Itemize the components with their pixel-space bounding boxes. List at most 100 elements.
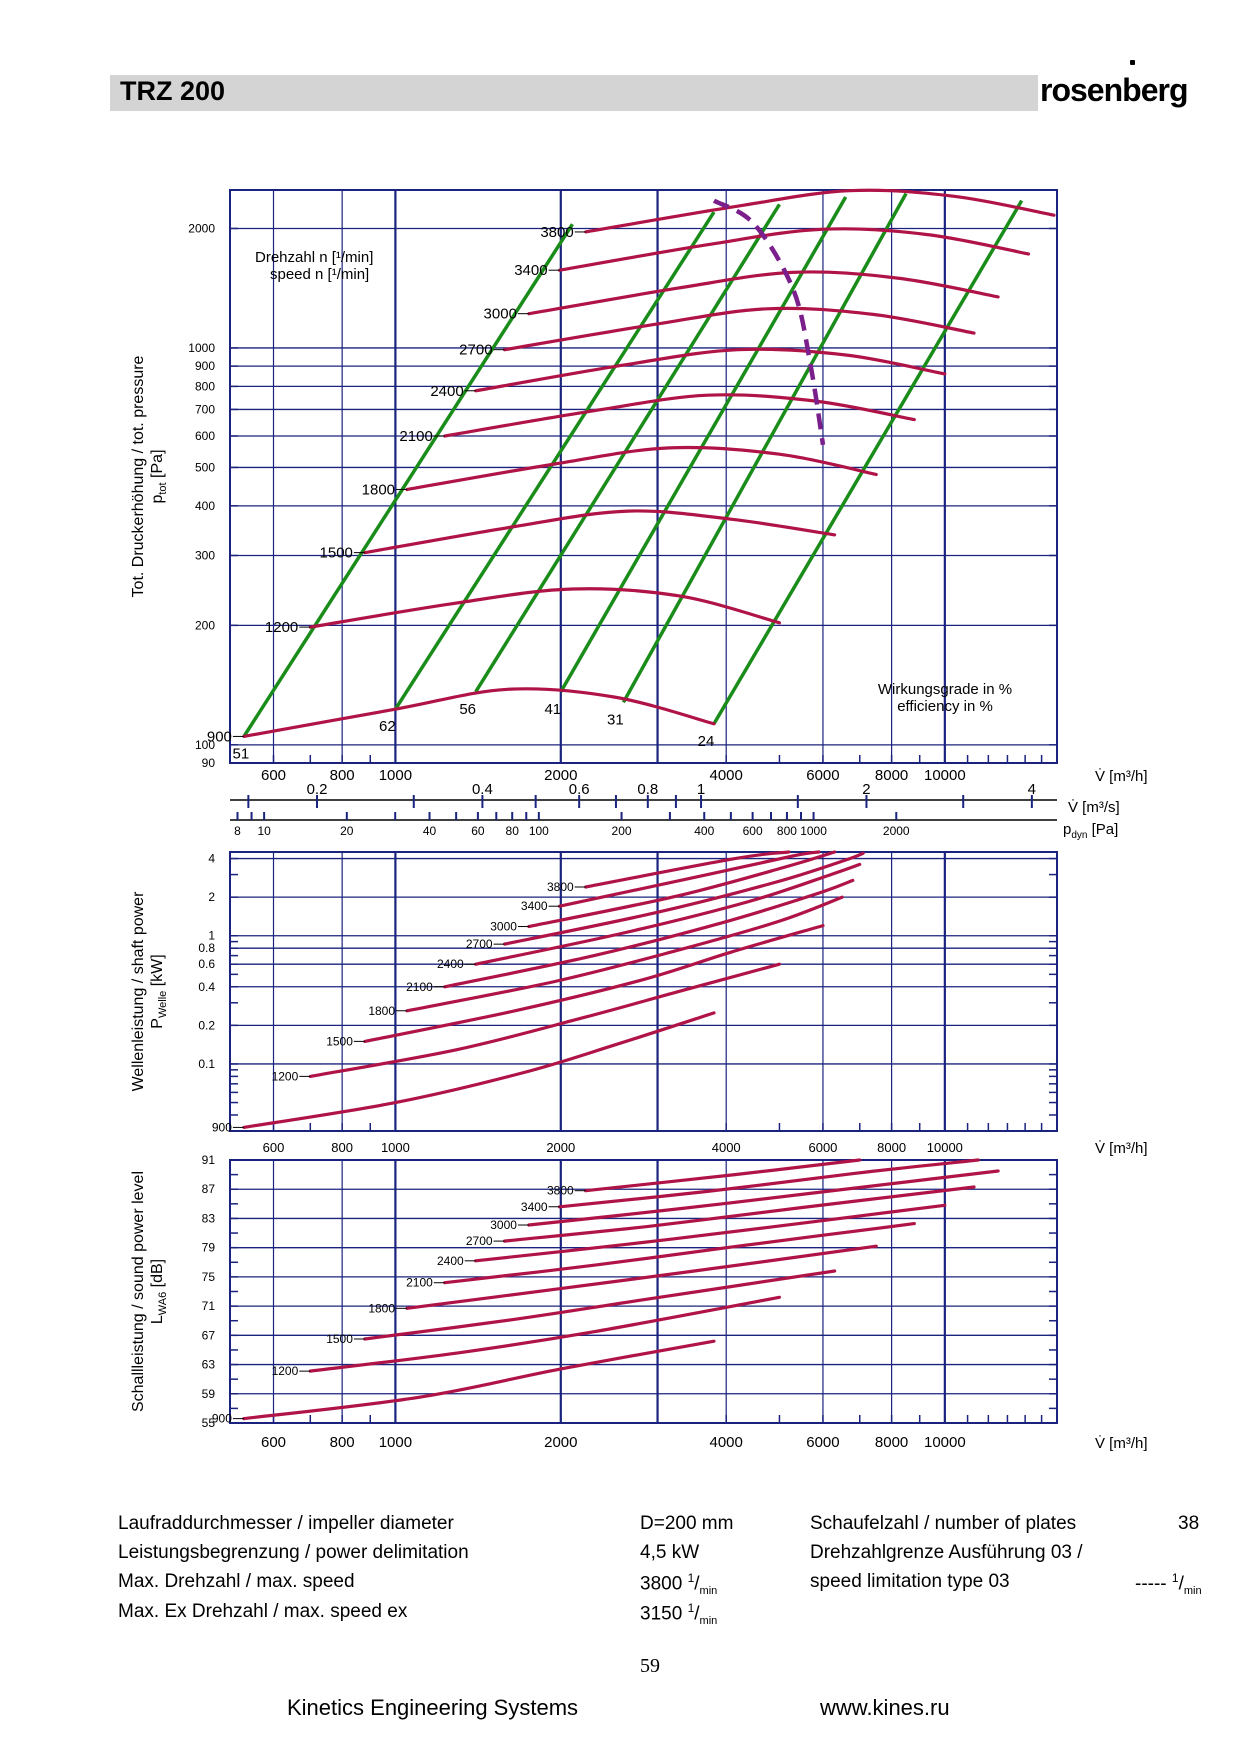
y-axis-symbol-letter: P: [149, 1018, 166, 1029]
speed-curve-1200: [308, 587, 781, 629]
y-axis-symbol-letter: L: [149, 1315, 166, 1324]
speed-curve-3400: [558, 850, 821, 908]
m3s-tick-label: 4: [1028, 781, 1036, 798]
y-tick-label: 4: [208, 852, 215, 866]
efficiency-label-31: 31: [607, 711, 624, 728]
y-tick-label: 0.4: [198, 980, 215, 994]
pdyn-tick-label: 80: [506, 824, 520, 838]
y-tick-label: 700: [195, 402, 215, 416]
y-axis-symbol-subscript: tot: [157, 482, 169, 494]
spec-impeller-value: D=200 mm: [640, 1513, 734, 1534]
y-axis-title: Tot. Druckerhöhung / tot. pressure: [130, 355, 147, 597]
unit-denominator: min: [699, 1585, 718, 1598]
unit-denominator: min: [1183, 1585, 1202, 1598]
efficiency-label-56: 56: [459, 701, 476, 718]
x-tick-label: 2000: [544, 1434, 577, 1451]
x-axis-unit-m3h: V̇ [m³/h]: [1095, 768, 1148, 785]
pdyn-tick-label: 60: [471, 824, 485, 838]
y-tick-label: 2000: [188, 221, 215, 235]
speed-label-3000: 3000: [490, 920, 517, 934]
efficiency-line-56: [474, 203, 781, 693]
x-tick-label: 8000: [875, 767, 908, 784]
pdyn-tick-label: 10: [257, 824, 271, 838]
page-number: 59: [640, 1655, 660, 1677]
x-tick-label: 10000: [924, 1434, 966, 1451]
speed-label-1800: 1800: [368, 1301, 395, 1315]
y-axis-unit: [dB]: [149, 1259, 166, 1292]
spec-maxspeed-label: Max. Drehzahl / max. speed: [118, 1571, 355, 1592]
speed-legend-line2: speed n [¹/min]: [270, 266, 369, 283]
brand-logo: rosenberg: [1040, 72, 1188, 108]
spec-maxspeed-number: 3800: [640, 1573, 683, 1595]
speed-curve-2400: [474, 862, 862, 966]
speed-label-2400: 2400: [430, 383, 463, 400]
x-tick-label: 2000: [546, 1140, 575, 1155]
y-tick-label: 75: [202, 1270, 216, 1284]
pdyn-tick-label: 40: [423, 824, 437, 838]
speed-label-1200: 1200: [272, 1364, 299, 1378]
pdyn-tick-label: 1000: [800, 824, 827, 838]
x-axis-unit-m3s: V̇ [m³/s]: [1068, 799, 1120, 816]
y-tick-label: 71: [202, 1299, 216, 1313]
speed-label-2100: 2100: [406, 980, 433, 994]
page-title: TRZ 200: [120, 76, 226, 106]
speed-curve-3400: [558, 227, 1031, 272]
speed-curve-3800: [584, 850, 791, 889]
pdyn-tick-label: 100: [529, 824, 549, 838]
efficiency-label-24: 24: [698, 733, 715, 750]
y-axis-symbol-subscript: WA6: [157, 1292, 169, 1315]
speed-label-2100: 2100: [406, 1276, 433, 1290]
speed-label-1200: 1200: [272, 1069, 299, 1083]
y-axis-symbol: ptot [Pa]: [149, 449, 169, 503]
y-tick-label: 800: [195, 379, 215, 393]
unit-numerator: 1: [1171, 1571, 1179, 1585]
x-tick-label: 800: [330, 1434, 355, 1451]
m3s-tick-label: 2: [862, 781, 870, 798]
spec-speedlimit-value: ----- 1/min: [1135, 1571, 1202, 1598]
x-tick-label: 800: [331, 1140, 353, 1155]
efficiency-line-31: [621, 192, 908, 704]
speed-label-2400: 2400: [437, 957, 464, 971]
speed-label-3400: 3400: [521, 1200, 548, 1214]
y-tick-label: 300: [195, 548, 215, 562]
speed-curve-900: [242, 1339, 716, 1421]
y-axis-title: Schallleistung / sound power level: [130, 1171, 147, 1412]
m3s-tick-label: 1: [697, 781, 705, 798]
spec-exspeed-value: 3150 1/min: [640, 1601, 718, 1628]
m3s-tick-label: 0.4: [472, 781, 493, 798]
speed-label-2700: 2700: [466, 1234, 493, 1248]
speed-curve-1800: [405, 445, 878, 492]
y-tick-label: 0.1: [198, 1057, 215, 1071]
speed-label-1500: 1500: [320, 545, 353, 562]
speed-curve-900: [242, 1011, 716, 1129]
pdyn-unit-symbol: p: [1063, 821, 1071, 838]
speed-curve-1800: [405, 895, 844, 1013]
speed-curve-3400: [558, 1158, 980, 1209]
logo-dot: [1130, 60, 1135, 65]
speed-label-3000: 3000: [484, 306, 517, 323]
x-tick-label: 600: [263, 1140, 285, 1155]
x-tick-label: 6000: [806, 767, 839, 784]
efficiency-line-41: [559, 196, 848, 693]
y-tick-label: 200: [195, 618, 215, 632]
speed-curve-2400: [474, 347, 947, 393]
x-tick-label: 8000: [877, 1140, 906, 1155]
speed-curve-2100: [443, 393, 916, 438]
x-tick-label: 8000: [875, 1434, 908, 1451]
speed-label-1500: 1500: [326, 1332, 353, 1346]
speed-legend-line1: Drehzahl n [¹/min]: [255, 249, 373, 266]
y-tick-label: 600: [195, 429, 215, 443]
speed-label-3800: 3800: [547, 1184, 574, 1198]
m3s-tick-label: 0.2: [307, 781, 328, 798]
x-tick-label: 600: [261, 767, 286, 784]
spec-exspeed-number: 3150: [640, 1603, 683, 1625]
efficiency-line-51: [242, 223, 574, 738]
speed-label-1800: 1800: [362, 481, 395, 498]
speed-curve-1200: [308, 1295, 781, 1373]
y-tick-label: 79: [202, 1241, 216, 1255]
speed-curve-2100: [443, 878, 855, 989]
y-tick-label: 55: [202, 1416, 216, 1430]
x-tick-label: 10000: [924, 767, 966, 784]
x-axis-unit-m3h: V̇ [m³/h]: [1095, 1140, 1148, 1157]
speed-label-1200: 1200: [265, 619, 298, 636]
